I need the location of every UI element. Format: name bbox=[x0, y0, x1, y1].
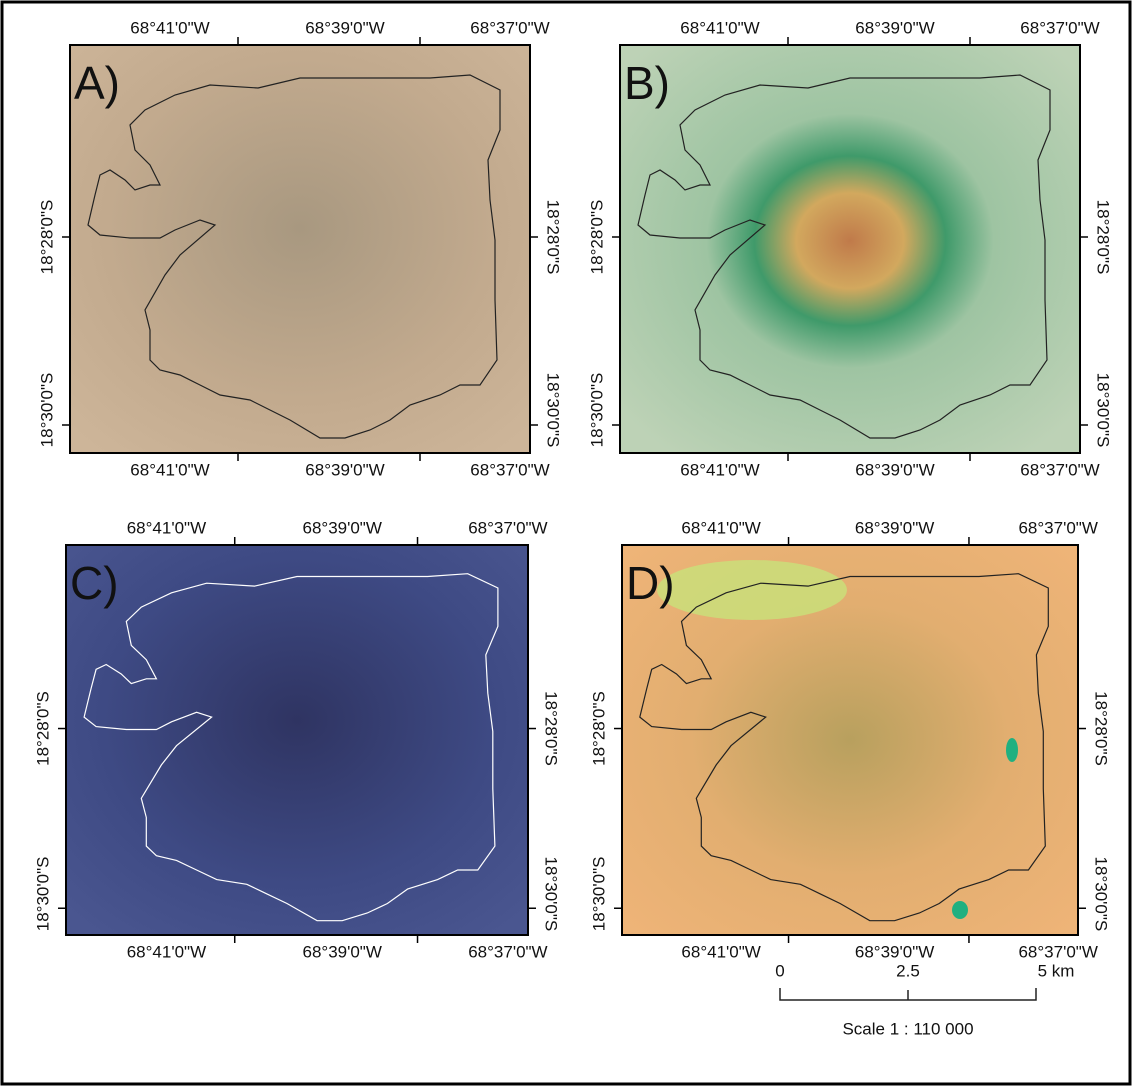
longitude-label: 68°41'0"W bbox=[680, 460, 759, 479]
page: {"panels": [ {"label": "A)", "top_ticks"… bbox=[0, 0, 1132, 1086]
longitude-label: 68°37'0"W bbox=[1020, 18, 1099, 37]
latitude-label: 18°30'0"S bbox=[1092, 857, 1111, 932]
latitude-label: 18°30'0"S bbox=[587, 373, 606, 448]
latitude-label: 18°30'0"S bbox=[544, 373, 563, 448]
longitude-label: 68°41'0"W bbox=[130, 18, 209, 37]
figure: A) 68°41'0"W 68°41'0"W 68°39'0"W 68°39'0"W 68… bbox=[0, 0, 1132, 1086]
map-panel: B) 68°41'0"W 68°41'0"W 68°39'0"W 68°39'0"W 68… bbox=[587, 18, 1112, 479]
longitude-label: 68°39'0"W bbox=[305, 18, 384, 37]
water-patch bbox=[952, 901, 968, 919]
longitude-label: 68°39'0"W bbox=[305, 460, 384, 479]
latitude-label: 18°30'0"S bbox=[37, 373, 56, 448]
scale-bar: 0 2.5 5 km Scale 1 : 110 000 bbox=[775, 961, 1074, 1038]
scale-label: 5 km bbox=[1038, 961, 1075, 980]
latitude-label: 18°30'0"S bbox=[33, 857, 52, 932]
latitude-label: 18°28'0"S bbox=[587, 200, 606, 275]
map-image bbox=[66, 545, 528, 935]
longitude-label: 68°37'0"W bbox=[470, 18, 549, 37]
longitude-label: 68°39'0"W bbox=[302, 518, 381, 537]
panel-letter: D) bbox=[626, 557, 675, 609]
latitude-label: 18°28'0"S bbox=[544, 200, 563, 275]
longitude-label: 68°37'0"W bbox=[1018, 942, 1097, 961]
map-image bbox=[70, 45, 530, 453]
longitude-label: 68°41'0"W bbox=[127, 942, 206, 961]
longitude-label: 68°41'0"W bbox=[127, 518, 206, 537]
scale-label: 0 bbox=[775, 961, 784, 980]
latitude-label: 18°30'0"S bbox=[1094, 373, 1113, 448]
panel-letter: B) bbox=[624, 57, 670, 109]
longitude-label: 68°37'0"W bbox=[470, 460, 549, 479]
latitude-label: 18°28'0"S bbox=[37, 200, 56, 275]
longitude-label: 68°37'0"W bbox=[1020, 460, 1099, 479]
longitude-label: 68°41'0"W bbox=[681, 942, 760, 961]
map-panel: C) 68°41'0"W 68°41'0"W 68°39'0"W 68°39'0"W 68… bbox=[33, 518, 560, 961]
map-panel: A) 68°41'0"W 68°41'0"W 68°39'0"W 68°39'0"W 68… bbox=[37, 18, 562, 479]
latitude-label: 18°30'0"S bbox=[542, 857, 561, 932]
map-panel: D) 68°41'0"W 68°41'0"W 68°39'0"W 68°39'0"W 68… bbox=[589, 518, 1110, 961]
vegetation-patch bbox=[657, 560, 847, 620]
longitude-label: 68°37'0"W bbox=[468, 518, 547, 537]
longitude-label: 68°39'0"W bbox=[302, 942, 381, 961]
panel-letter: C) bbox=[70, 557, 119, 609]
longitude-label: 68°39'0"W bbox=[855, 18, 934, 37]
map-image bbox=[620, 45, 1080, 453]
latitude-label: 18°28'0"S bbox=[1094, 200, 1113, 275]
longitude-label: 68°39'0"W bbox=[855, 942, 934, 961]
latitude-label: 18°28'0"S bbox=[1092, 691, 1111, 766]
longitude-label: 68°37'0"W bbox=[468, 942, 547, 961]
scale-caption: Scale 1 : 110 000 bbox=[842, 1019, 973, 1038]
longitude-label: 68°39'0"W bbox=[855, 460, 934, 479]
longitude-label: 68°41'0"W bbox=[681, 518, 760, 537]
longitude-label: 68°41'0"W bbox=[130, 460, 209, 479]
latitude-label: 18°28'0"S bbox=[542, 691, 561, 766]
latitude-label: 18°28'0"S bbox=[33, 691, 52, 766]
longitude-label: 68°37'0"W bbox=[1018, 518, 1097, 537]
panel-letter: A) bbox=[74, 57, 120, 109]
latitude-label: 18°30'0"S bbox=[589, 857, 608, 932]
panels: A) 68°41'0"W 68°41'0"W 68°39'0"W 68°39'0"W 68… bbox=[33, 18, 1112, 961]
water-patch bbox=[1006, 738, 1018, 762]
scale-label: 2.5 bbox=[896, 961, 920, 980]
longitude-label: 68°39'0"W bbox=[855, 518, 934, 537]
latitude-label: 18°28'0"S bbox=[589, 691, 608, 766]
longitude-label: 68°41'0"W bbox=[680, 18, 759, 37]
